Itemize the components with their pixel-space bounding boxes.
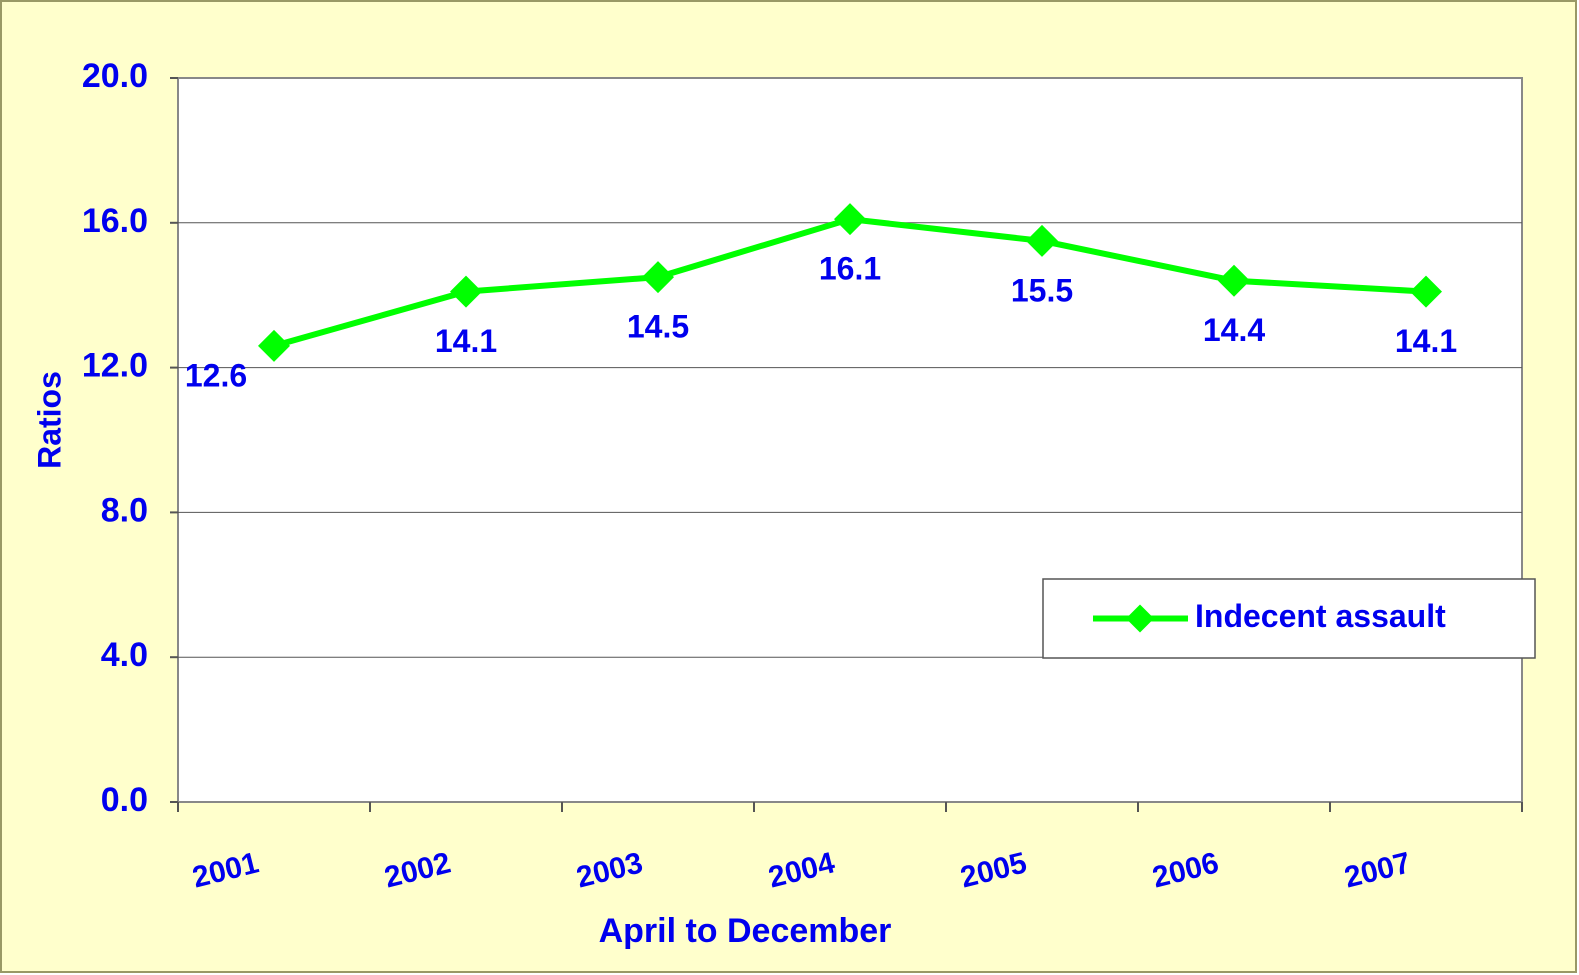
marker: [1026, 224, 1058, 257]
y-axis-title: Ratios: [31, 371, 67, 469]
data-label: 14.1: [1395, 323, 1457, 359]
data-label: 15.5: [1011, 272, 1073, 308]
plot-area: [177, 77, 1523, 803]
marker: [258, 329, 290, 362]
y-tick-label: 20.0: [82, 57, 148, 95]
data-label: 14.4: [1203, 312, 1265, 348]
marker: [1410, 275, 1442, 308]
data-label: 16.1: [819, 251, 881, 287]
data-label: 14.5: [627, 309, 689, 345]
marker: [450, 275, 482, 308]
data-label: 14.1: [435, 323, 497, 359]
marker: [834, 203, 866, 236]
y-tick-label: 4.0: [101, 636, 148, 674]
legend-marker: [1126, 604, 1154, 633]
data-label: 12.6: [185, 357, 247, 393]
y-tick-label: 8.0: [101, 491, 148, 529]
x-axis-title: April to December: [599, 912, 892, 950]
legend-label: Indecent assault: [1195, 598, 1446, 634]
y-tick-label: 0.0: [101, 781, 148, 819]
marker: [1218, 264, 1250, 297]
y-tick-label: 16.0: [82, 202, 148, 240]
y-tick-label: 12.0: [82, 347, 148, 385]
marker: [642, 261, 674, 294]
